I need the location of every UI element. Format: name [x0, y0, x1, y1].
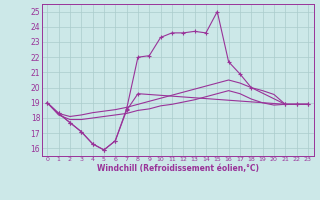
X-axis label: Windchill (Refroidissement éolien,°C): Windchill (Refroidissement éolien,°C): [97, 164, 259, 173]
